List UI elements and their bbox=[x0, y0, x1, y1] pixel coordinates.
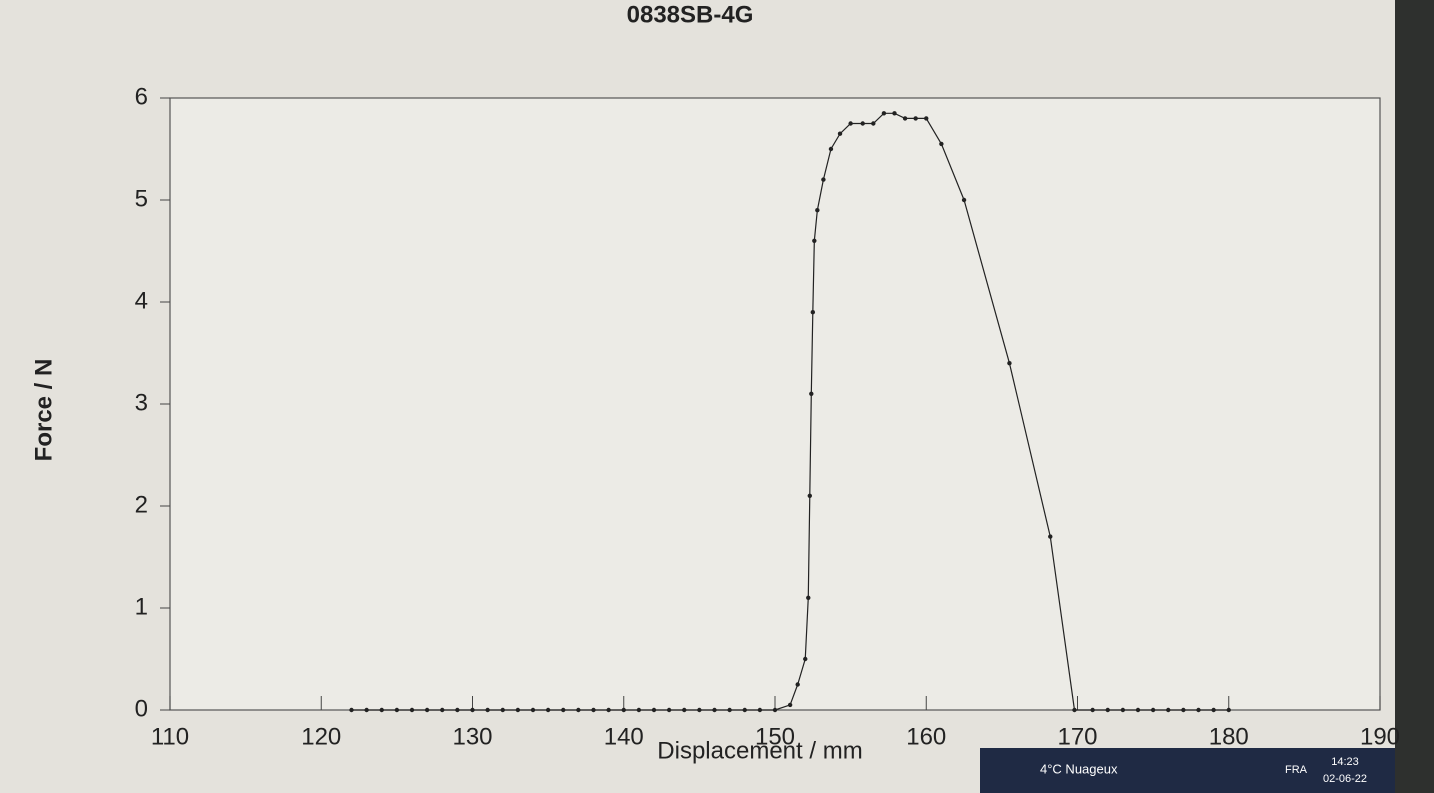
taskbar bbox=[980, 748, 1395, 793]
data-point bbox=[1166, 707, 1171, 713]
data-point bbox=[795, 682, 800, 687]
chart-title: 0838SB-4G bbox=[627, 1, 754, 28]
data-point bbox=[1048, 534, 1053, 539]
data-point bbox=[961, 197, 967, 203]
language[interactable]: FRA bbox=[1285, 764, 1308, 776]
x-tick-label: 150 bbox=[755, 723, 795, 750]
y-tick-label: 3 bbox=[135, 389, 148, 416]
data-point bbox=[636, 707, 642, 713]
data-point bbox=[1196, 707, 1201, 713]
data-point bbox=[902, 116, 908, 121]
data-point bbox=[1211, 707, 1216, 713]
data-point bbox=[666, 707, 672, 713]
monitor-bezel bbox=[1395, 0, 1434, 793]
data-point bbox=[530, 707, 536, 713]
data-point bbox=[1120, 707, 1126, 713]
data-point bbox=[892, 111, 897, 116]
data-point bbox=[500, 707, 505, 713]
data-point bbox=[515, 707, 521, 713]
data-point bbox=[881, 111, 887, 116]
data-point bbox=[757, 707, 763, 713]
data-point bbox=[682, 707, 687, 713]
data-point bbox=[787, 702, 793, 708]
data-point bbox=[1105, 707, 1110, 713]
data-point bbox=[871, 121, 876, 126]
data-point bbox=[807, 493, 812, 498]
x-tick-label: 190 bbox=[1360, 723, 1400, 750]
data-point bbox=[1072, 707, 1077, 713]
y-tick-label: 5 bbox=[135, 185, 148, 212]
data-point bbox=[470, 707, 475, 713]
x-tick-label: 110 bbox=[151, 723, 189, 750]
data-point bbox=[1090, 707, 1095, 713]
data-point bbox=[349, 707, 354, 713]
data-point bbox=[837, 131, 843, 136]
data-point bbox=[697, 707, 702, 713]
data-point bbox=[651, 707, 657, 713]
data-point bbox=[621, 707, 626, 713]
y-tick-label: 2 bbox=[135, 491, 148, 518]
data-point bbox=[409, 707, 415, 713]
data-point bbox=[939, 141, 944, 147]
data-point bbox=[812, 238, 817, 243]
y-tick-label: 1 bbox=[135, 593, 148, 620]
y-tick-label: 0 bbox=[135, 695, 148, 722]
x-tick-label: 160 bbox=[906, 723, 946, 750]
data-point bbox=[848, 121, 853, 126]
data-point bbox=[821, 177, 826, 182]
data-point bbox=[1135, 707, 1141, 713]
data-point bbox=[815, 208, 820, 213]
data-point bbox=[606, 707, 611, 713]
data-point bbox=[810, 310, 816, 315]
data-point bbox=[803, 656, 808, 662]
clock-time[interactable]: 14:23 bbox=[1331, 756, 1359, 768]
data-line bbox=[351, 112, 1229, 711]
data-point bbox=[485, 707, 490, 713]
x-axis-label: Displacement / mm bbox=[657, 737, 862, 764]
x-tick-label: 130 bbox=[452, 723, 492, 750]
data-point bbox=[561, 707, 566, 713]
data-point bbox=[394, 707, 400, 713]
weather[interactable]: 4°C Nuageux bbox=[1040, 761, 1118, 776]
clock-date[interactable]: 02-06-22 bbox=[1323, 773, 1367, 785]
data-point bbox=[424, 707, 430, 713]
data-point bbox=[806, 595, 811, 600]
data-point bbox=[440, 707, 445, 713]
data-point bbox=[455, 707, 460, 713]
data-point bbox=[828, 146, 834, 152]
data-point bbox=[364, 707, 369, 713]
x-tick-label: 140 bbox=[604, 723, 644, 750]
data-point bbox=[1226, 707, 1231, 713]
x-tick-label: 170 bbox=[1057, 723, 1097, 750]
x-tick-label: 120 bbox=[301, 723, 341, 750]
y-tick-label: 4 bbox=[135, 287, 148, 314]
data-point bbox=[742, 707, 747, 713]
data-point bbox=[860, 121, 865, 126]
x-tick-label: 180 bbox=[1209, 723, 1249, 750]
data-point bbox=[913, 116, 918, 121]
data-point bbox=[545, 707, 551, 713]
data-point bbox=[772, 707, 778, 713]
data-point bbox=[1007, 361, 1012, 366]
data-point bbox=[727, 707, 732, 713]
data-point bbox=[591, 707, 596, 713]
data-point bbox=[924, 116, 929, 121]
plot-area bbox=[169, 97, 1381, 711]
y-tick-label: 6 bbox=[135, 83, 148, 110]
data-point bbox=[1150, 707, 1156, 713]
data-point bbox=[576, 707, 581, 713]
data-point bbox=[1181, 707, 1186, 713]
data-point bbox=[809, 391, 814, 396]
y-axis-label: Force / N bbox=[30, 359, 57, 462]
data-point bbox=[379, 707, 384, 713]
data-point bbox=[712, 707, 717, 713]
